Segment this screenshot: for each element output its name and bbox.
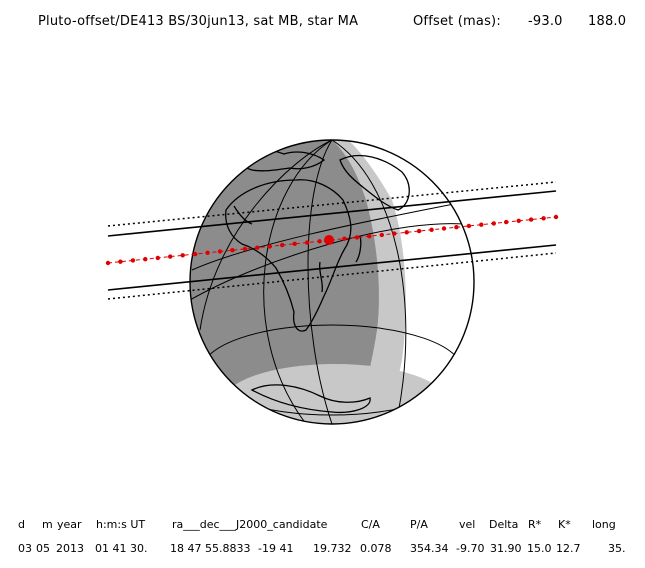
plot-header: Pluto-offset/DE413 BS/30jun13, sat MB, s…: [0, 14, 645, 32]
track-time-dot: [404, 230, 409, 235]
col-day: d: [18, 518, 25, 531]
col-k-star: K*: [558, 518, 571, 531]
offset-dec-value: 188.0: [588, 14, 627, 29]
col-year: year: [57, 518, 82, 531]
val-vel: -9.70: [456, 542, 485, 555]
lower-error-limit: [107, 252, 557, 300]
track-time-dot: [280, 242, 285, 248]
graticule: [190, 140, 474, 424]
col-ca: C/A: [361, 518, 380, 531]
track-time-dot: [168, 254, 173, 259]
val-r-star: 15.0: [527, 542, 552, 555]
track-time-dot: [491, 221, 496, 226]
plot-title: Pluto-offset/DE413 BS/30jun13, sat MB, s…: [38, 14, 359, 29]
val-long: 35.: [608, 542, 626, 555]
val-pa: 354.34: [410, 542, 449, 555]
val-dec-sec: 19.732: [313, 542, 352, 555]
col-vel: vel: [459, 518, 476, 531]
offset-label: Offset (mas):: [413, 14, 501, 29]
track-time-dot: [255, 245, 260, 250]
track-time-dot: [429, 227, 434, 232]
track-time-dot: [516, 218, 521, 223]
table-data-row: 03 05 2013 01 41 30. 18 47 55.8833 -19 4…: [0, 542, 645, 558]
track-time-dot: [342, 236, 347, 241]
val-ra: 18 47 55.8833: [170, 542, 251, 555]
col-r-star: R*: [528, 518, 542, 531]
val-delta: 31.90: [490, 542, 522, 555]
val-k-star: 12.7: [556, 542, 581, 555]
val-dec-deg: -19 41: [258, 542, 294, 555]
val-time: 01 41 30.: [95, 542, 148, 555]
track-time-dot: [479, 222, 484, 227]
track-time-dot: [466, 223, 472, 229]
track-time-dot: [379, 232, 384, 238]
track-time-dot: [354, 235, 360, 240]
track-time-dot: [105, 260, 111, 266]
track-time-dot: [317, 239, 322, 244]
col-long: long: [592, 518, 616, 531]
track-time-dot: [180, 253, 185, 258]
track-time-dot: [504, 219, 509, 225]
table-header-row: d m year h:m:s UT ra___dec___J2000_candi…: [0, 518, 645, 534]
closest-approach-marker: [324, 235, 334, 245]
col-coordinates: ra___dec___J2000_candidate: [172, 518, 328, 531]
shadow-path: [107, 181, 557, 300]
col-month: m: [42, 518, 53, 531]
track-time-dot: [541, 216, 546, 221]
col-delta: Delta: [489, 518, 519, 531]
track-time-dot: [192, 251, 198, 257]
track-time-dot: [230, 248, 235, 253]
upper-error-limit: [107, 181, 557, 227]
val-day: 03: [18, 542, 32, 555]
upper-shadow-limit: [107, 190, 557, 237]
track-time-dot: [454, 225, 459, 230]
track-time-dot: [217, 249, 223, 254]
track-time-dot: [205, 250, 210, 255]
track-time-dot: [553, 214, 559, 220]
col-pa: P/A: [410, 518, 428, 531]
col-time: h:m:s UT: [96, 518, 146, 531]
track-time-dot: [118, 259, 123, 264]
val-year: 2013: [56, 542, 84, 555]
track-time-dot: [528, 217, 534, 222]
track-time-dot: [392, 231, 397, 236]
track-time-dot: [292, 241, 297, 246]
track-time-dot: [155, 255, 160, 261]
lower-shadow-limit: [107, 244, 557, 291]
val-ca: 0.078: [360, 542, 392, 555]
track-time-dot: [267, 244, 272, 249]
track-time-dot: [242, 246, 248, 252]
val-month: 05: [36, 542, 50, 555]
track-time-dot: [416, 228, 422, 234]
track-time-dot: [304, 240, 310, 245]
track-time-dot: [367, 234, 372, 239]
track-time-dot: [441, 226, 447, 231]
track-time-dot: [130, 258, 136, 263]
offset-ra-value: -93.0: [528, 14, 563, 29]
continent-outlines: [225, 149, 410, 414]
track-time-dot: [143, 257, 148, 262]
